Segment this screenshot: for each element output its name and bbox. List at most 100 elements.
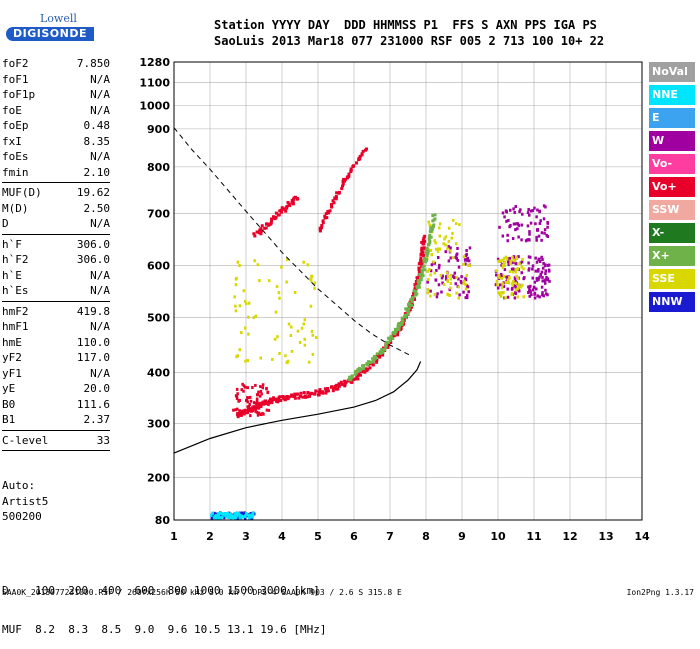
trace-dot: [432, 218, 436, 222]
echo-dot: [545, 276, 548, 280]
trace-dot: [337, 384, 341, 388]
trace-dot: [336, 387, 340, 391]
logo-lowell-text: Lowell: [40, 12, 77, 25]
trace-dot: [268, 222, 272, 226]
echo-dot: [311, 352, 315, 356]
trace-dot: [236, 411, 240, 415]
echo-dot: [300, 326, 304, 330]
trace-dot: [239, 413, 243, 417]
muf-curve: [173, 127, 412, 357]
param-row: h`Es N/A: [2, 283, 110, 299]
echo-dot: [257, 406, 261, 410]
trace-dot: [343, 383, 347, 387]
echo-dot: [497, 273, 501, 277]
echo-cluster: [426, 218, 471, 300]
echo-dot: [244, 514, 247, 518]
echo-dot: [238, 515, 242, 519]
echo-dot: [503, 260, 507, 264]
echo-dot: [534, 269, 538, 273]
echo-dot: [234, 515, 238, 519]
trace-dot: [275, 399, 279, 403]
echo-dot: [235, 397, 239, 401]
echo-dot: [455, 252, 459, 256]
echo-dot: [526, 224, 530, 228]
echo-dot: [527, 267, 531, 271]
trace-dot: [417, 267, 421, 271]
echo-dot: [437, 266, 441, 270]
echo-dot: [244, 302, 248, 306]
echo-dot: [257, 390, 260, 394]
echo-dot: [529, 290, 532, 294]
trace-dot: [400, 316, 404, 320]
echo-dot: [449, 277, 453, 281]
trace-dot: [371, 357, 375, 361]
echo-dot: [522, 267, 525, 271]
echo-dot: [516, 267, 520, 271]
echo-dot: [500, 258, 504, 262]
legend-item-nnw: NNW: [649, 292, 695, 312]
trace-dot: [358, 154, 362, 158]
trace-dot: [419, 259, 423, 263]
echo-dot: [310, 274, 313, 278]
echo-dot: [261, 411, 264, 415]
trace-dot: [396, 333, 400, 337]
echo-dot: [242, 389, 245, 393]
trace-dot: [412, 291, 416, 295]
trace-dot: [346, 176, 350, 180]
trace-dot: [409, 305, 413, 309]
echo-dot: [235, 387, 239, 391]
trace-dot: [347, 377, 351, 381]
echo-dot: [464, 296, 468, 300]
trace-dot: [403, 313, 407, 317]
echo-dot: [246, 513, 249, 517]
echo-dot: [234, 408, 238, 412]
echo-dot: [494, 269, 498, 273]
trace-dot: [367, 360, 371, 364]
trace-dot: [366, 362, 370, 366]
echo-dot: [231, 515, 235, 519]
echo-dot: [503, 263, 506, 267]
trace-dot: [236, 415, 240, 419]
echo-dot: [259, 413, 263, 417]
echo-dot: [444, 235, 448, 239]
echo-dot: [218, 516, 221, 520]
param-label: foF2: [2, 57, 29, 70]
trace-dot: [402, 322, 406, 326]
echo-dot: [497, 259, 500, 263]
echo-dot: [262, 402, 266, 406]
echo-dot: [314, 336, 318, 340]
trace-dot: [247, 406, 251, 410]
echo-dot: [241, 513, 244, 517]
trace-dot: [278, 209, 282, 213]
trace-dot: [290, 201, 294, 205]
echo-dot: [541, 291, 544, 295]
trace-dot: [284, 396, 288, 400]
echo-dot: [527, 291, 530, 295]
trace-dot: [331, 199, 335, 203]
echo-dot: [438, 247, 442, 251]
trace-dot: [295, 392, 299, 396]
trace-dot: [259, 401, 263, 405]
echo-dot: [507, 275, 510, 279]
echo-dot: [466, 285, 470, 289]
echo-dot: [518, 262, 521, 266]
echo-dot: [464, 258, 468, 262]
echo-dot: [215, 512, 218, 516]
echo-dot: [496, 283, 499, 287]
trace-dot: [417, 283, 421, 287]
echo-dot: [251, 513, 255, 517]
trace-dot: [433, 213, 437, 217]
echo-dot: [508, 256, 511, 260]
trace-dot: [428, 233, 432, 237]
trace-dot: [256, 404, 260, 408]
trace-dot: [403, 315, 407, 319]
echo-dot: [467, 290, 470, 294]
trace-dot: [334, 197, 338, 201]
trace-dot: [255, 230, 259, 234]
trace-dot: [312, 392, 316, 396]
echo-dot: [541, 257, 544, 261]
echo-dot: [296, 329, 300, 333]
echo-dot: [498, 283, 502, 287]
param-label: M(D): [2, 201, 29, 215]
trace-dot: [333, 384, 337, 388]
